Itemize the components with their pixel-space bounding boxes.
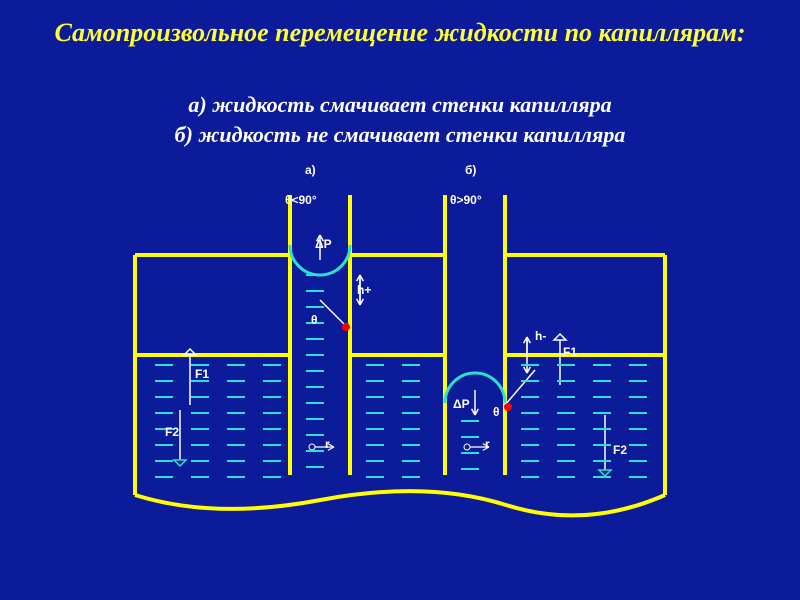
delta-p-a-label: ΔP [315, 237, 332, 251]
case-a-label: а) [305, 163, 316, 177]
theta-symbol-b: θ [493, 405, 500, 419]
theta-symbol-a: θ [311, 313, 318, 327]
h-plus-label: h+ [357, 283, 371, 297]
theta-b-label: θ>90° [450, 193, 482, 207]
diagram-wrap: а) б) θ<90° θ>90° ΔP ΔP θ θ h+ h- r r F1… [135, 255, 665, 525]
f1-right-label: F1 [563, 345, 577, 359]
subtitle-b: б) жидкость не смачивает стенки капилляр… [0, 122, 800, 148]
r-a-label: r [325, 437, 330, 451]
subtitle-a: а) жидкость смачивает стенки капилляра [0, 92, 800, 118]
f2-right-label: F2 [613, 443, 627, 457]
f1-left-label: F1 [195, 367, 209, 381]
r-b-label: r [485, 437, 490, 451]
slide-title: Самопроизвольное перемещение жидкости по… [0, 18, 800, 48]
f2-left-label: F2 [165, 425, 179, 439]
case-b-label: б) [465, 163, 476, 177]
delta-p-b-label: ΔP [453, 397, 470, 411]
capillary-diagram [115, 155, 685, 545]
slide: Самопроизвольное перемещение жидкости по… [0, 0, 800, 600]
theta-a-label: θ<90° [285, 193, 317, 207]
h-minus-label: h- [535, 329, 546, 343]
